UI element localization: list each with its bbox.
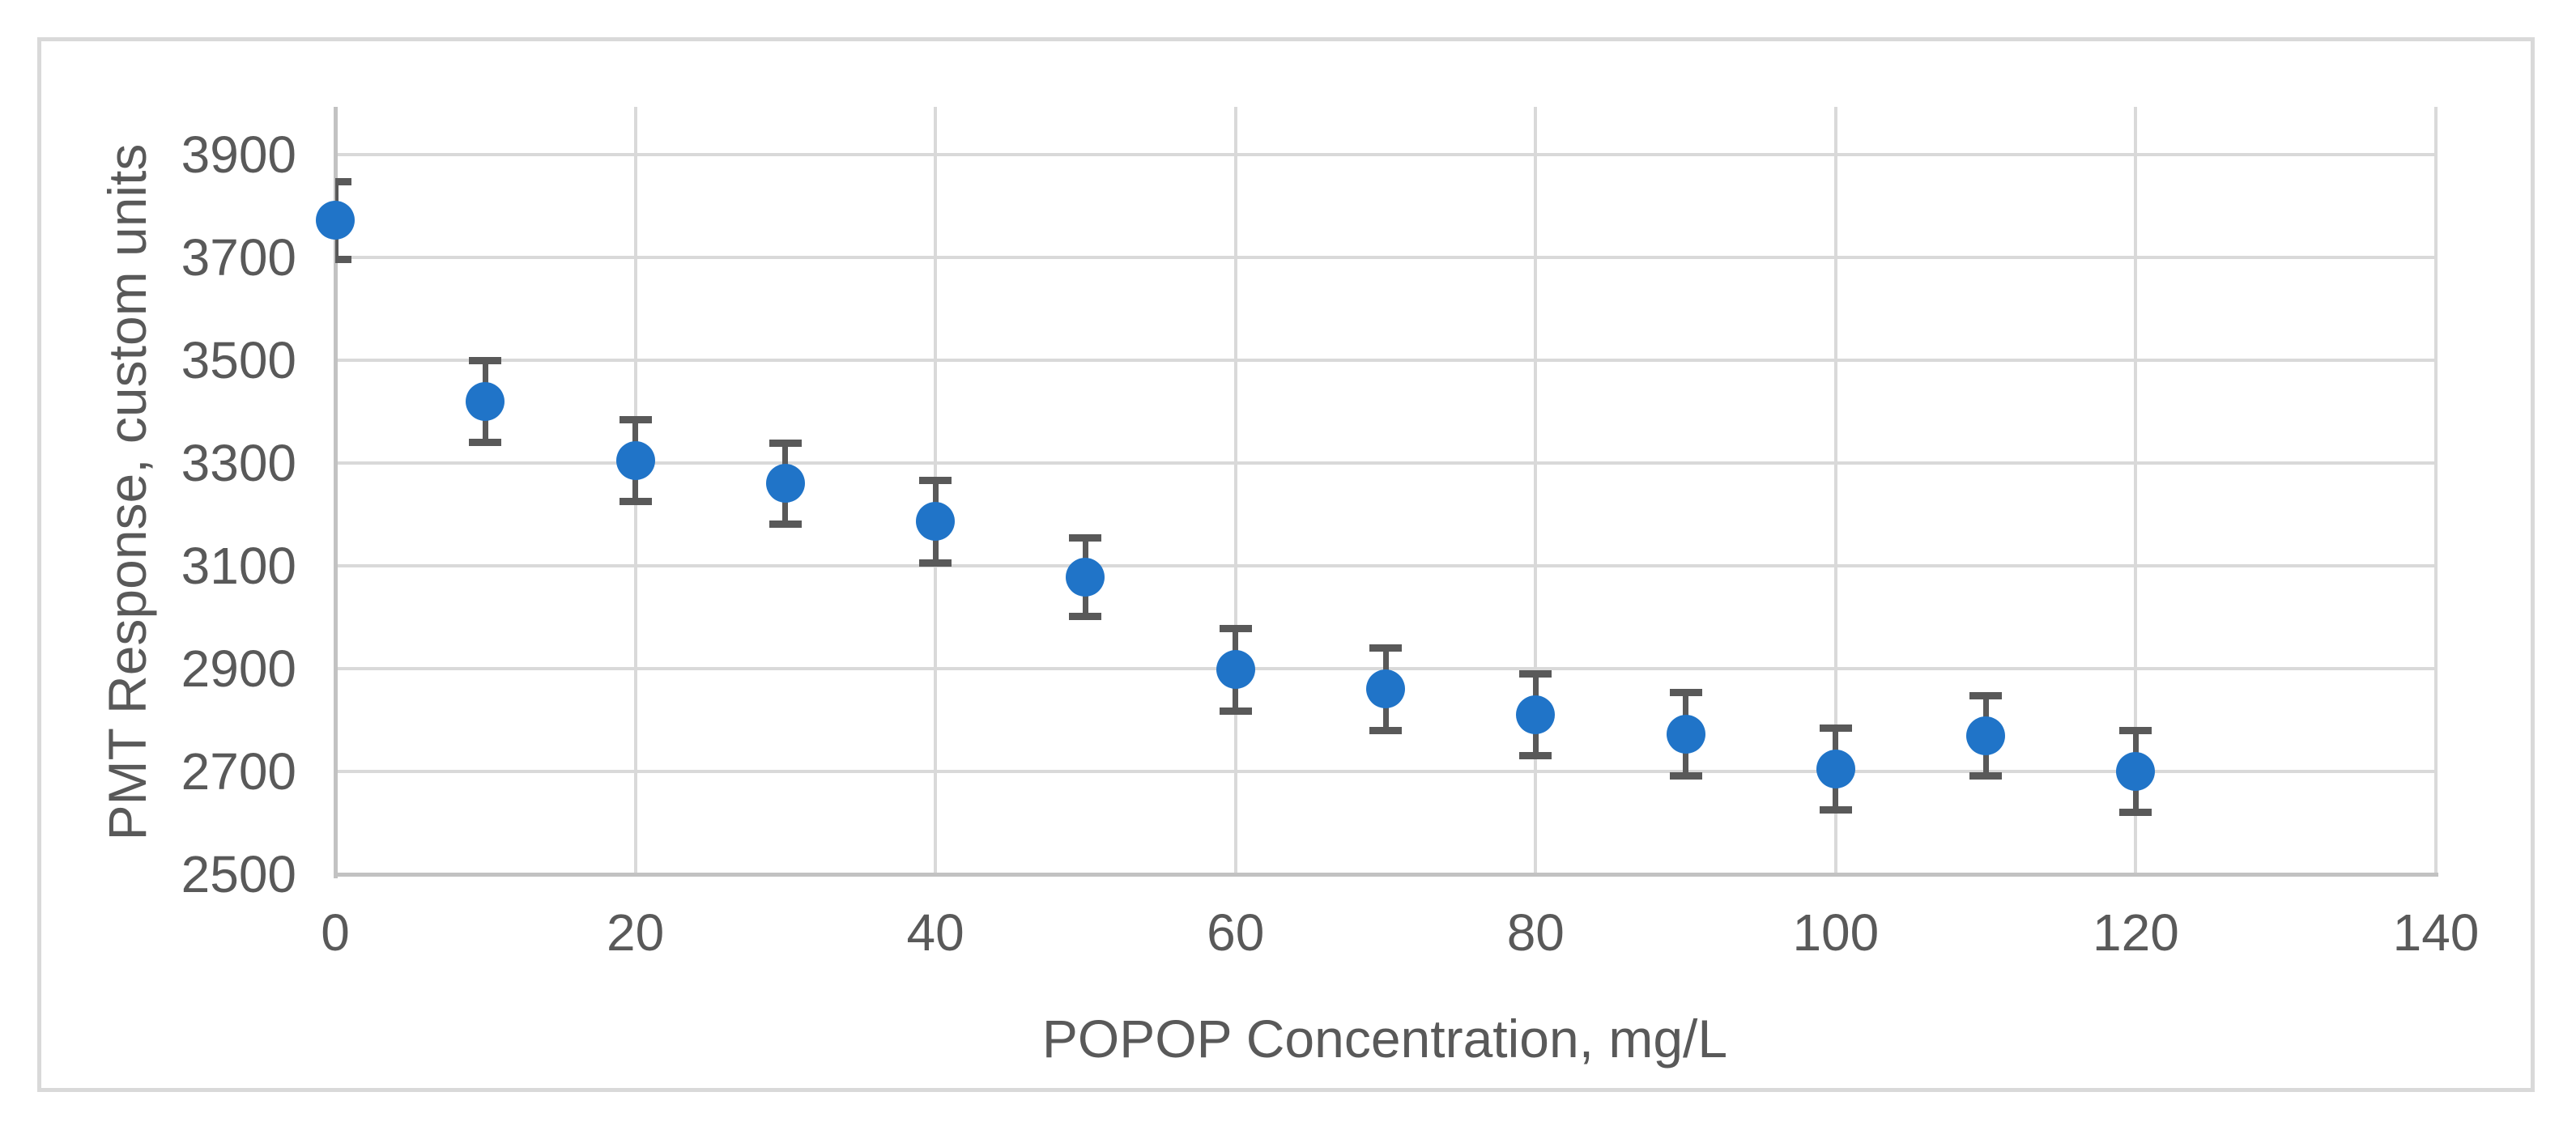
x-axis-line [333, 872, 2438, 877]
y-tick-label: 3700 [181, 228, 296, 287]
v-gridline [1534, 107, 1538, 874]
v-gridline [2434, 107, 2438, 874]
data-point-marker [615, 440, 655, 480]
x-tick-label: 120 [2093, 903, 2179, 962]
h-gridline [335, 153, 2436, 156]
data-point-marker [466, 381, 505, 421]
error-bar-cap-top [1069, 533, 1102, 542]
x-tick-label: 40 [906, 903, 964, 962]
error-bar-cap-top [919, 477, 952, 485]
error-bar-cap-top [469, 356, 502, 364]
error-bar-cap-bottom [1969, 771, 2003, 780]
error-bar-cap-bottom [1519, 751, 1552, 759]
data-point-marker [916, 502, 956, 542]
error-bar-cap-top [769, 439, 802, 447]
x-axis-title: POPOP Concentration, mg/L [1041, 1009, 1728, 1069]
x-tick-label: 80 [1506, 903, 1565, 962]
data-point-marker [765, 464, 805, 504]
y-tick-label: 3900 [181, 125, 296, 184]
y-tick-label: 2500 [181, 845, 296, 903]
x-tick-label: 100 [1792, 903, 1880, 962]
y-axis-title: PMT Response, custom units [97, 143, 157, 841]
h-gridline [335, 564, 2436, 567]
v-gridline [2134, 107, 2138, 874]
data-point-marker [1816, 749, 1855, 788]
y-tick-label: 3500 [181, 331, 296, 389]
y-axis-line [333, 107, 338, 878]
error-bar-cap-top [1519, 670, 1552, 678]
error-bar-cap-top [1819, 724, 1852, 732]
data-point-marker [1666, 715, 1705, 754]
error-bar-cap-top [1369, 644, 1402, 652]
v-gridline [1233, 107, 1237, 874]
error-bar-cap-bottom [769, 521, 802, 529]
error-bar-cap-top [1969, 691, 2003, 699]
data-point-marker [1516, 695, 1556, 735]
h-gridline [335, 461, 2436, 465]
error-bar-cap-top [2119, 726, 2152, 734]
data-point-marker [2116, 752, 2156, 791]
error-bar-cap-bottom [469, 439, 502, 447]
error-bar-cap-bottom [2119, 809, 2152, 817]
x-tick-label: 20 [606, 903, 665, 962]
data-point-marker [1066, 557, 1105, 597]
error-bar-cap-bottom [1069, 613, 1102, 621]
error-bar-cap-top [619, 415, 652, 423]
data-point-marker [1216, 650, 1255, 690]
x-tick-label: 60 [1207, 903, 1265, 962]
error-bar-cap-bottom [619, 498, 652, 506]
y-tick-label: 3100 [181, 537, 296, 595]
x-tick-label: 140 [2392, 903, 2480, 962]
data-point-marker [316, 201, 355, 240]
error-bar-cap-bottom [1669, 772, 1702, 780]
h-gridline [335, 359, 2436, 362]
h-gridline [335, 256, 2436, 259]
error-bar-cap-top [335, 177, 351, 185]
error-bar-cap-bottom [1219, 707, 1252, 715]
error-bar-layer [335, 107, 2484, 874]
v-gridline [1833, 107, 1837, 874]
h-gridline [335, 770, 2436, 773]
data-point-marker [1366, 669, 1405, 709]
data-point-marker [1966, 716, 2006, 755]
error-bar-cap-top [1219, 624, 1252, 632]
error-bar-cap-bottom [919, 559, 952, 567]
error-bar-cap-bottom [1819, 806, 1852, 814]
error-bar-cap-bottom [1369, 726, 1402, 734]
y-tick-label: 3300 [181, 434, 296, 492]
error-bar-cap-top [1669, 689, 1702, 697]
y-tick-label: 2700 [181, 742, 296, 801]
error-bar-cap-bottom [335, 256, 351, 264]
y-tick-label: 2900 [181, 639, 296, 698]
x-tick-label: 0 [321, 903, 350, 962]
